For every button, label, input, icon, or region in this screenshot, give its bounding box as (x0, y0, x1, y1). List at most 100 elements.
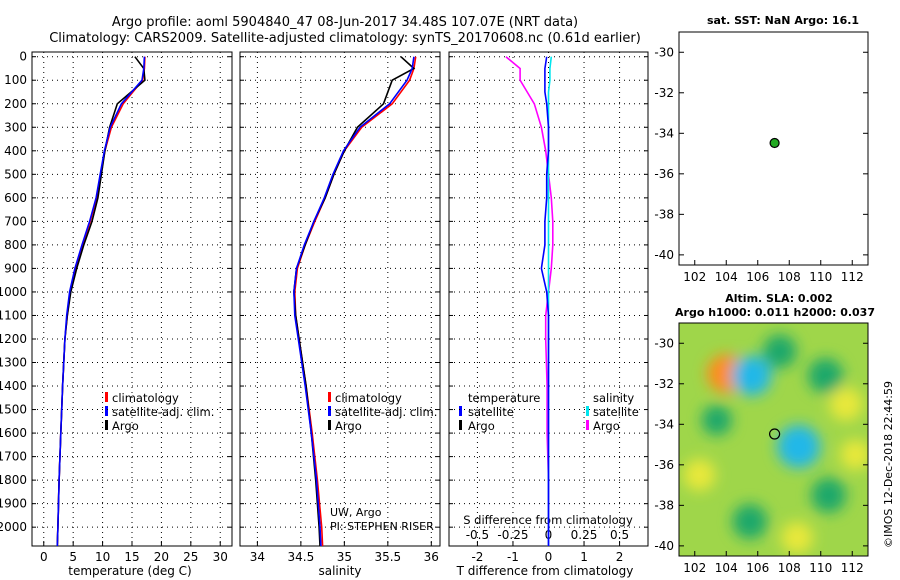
sla-map-title2: Argo h1000: 0.011 h2000: 0.037 (675, 306, 875, 319)
map-lat-tick-label: -32 (654, 86, 674, 100)
x-tick-label: -2 (471, 550, 483, 564)
legend-argo-label: Argo (335, 419, 362, 433)
s-difference-tick-label: 0.5 (610, 528, 629, 542)
legend-argo-swatch (328, 420, 331, 430)
map-lat-tick-label: -40 (654, 539, 674, 553)
legend-satellite-swatch (105, 406, 108, 416)
depth-tick-label: 1100 (0, 308, 27, 322)
x-tick-label: 20 (154, 550, 169, 564)
legend-climatology-swatch (105, 392, 108, 402)
legend-temperature-heading: temperature (468, 391, 540, 405)
salinity-panel (239, 51, 441, 547)
sla-anomaly-blob (732, 503, 768, 540)
sla-map: Altim. SLA: 0.002 Argo h1000: 0.011 h200… (675, 292, 875, 557)
s-difference-tick-label: 0.25 (571, 528, 598, 542)
x-tick-label: 25 (183, 550, 198, 564)
depth-tick-label: 800 (4, 238, 27, 252)
depth-tick-label: 1900 (0, 497, 27, 511)
legend-climatology-label: climatology (112, 391, 179, 405)
depth-tick-label: 1800 (0, 473, 27, 487)
x-tick-label: -1 (507, 550, 519, 564)
sla-anomaly-blob (807, 358, 844, 394)
map-lat-tick-label: -40 (654, 248, 674, 262)
sla-anomaly-field (683, 334, 868, 554)
figure-title-line1: Argo profile: aoml 5904840_47 08-Jun-201… (112, 15, 578, 30)
x-tick-label: 30 (213, 550, 228, 564)
legend-t-argo-swatch (459, 420, 462, 430)
map-lon-tick-label: 102 (683, 270, 706, 284)
temperature-legend: climatology satellite-adj. clim. Argo (105, 391, 214, 433)
sst-map-title: sat. SST: NaN Argo: 16.1 (707, 14, 859, 27)
sla-anomaly-blob (701, 405, 732, 436)
map-lat-tick-label: -30 (654, 336, 674, 350)
x-tick-label: 10 (95, 550, 110, 564)
map-lat-tick-label: -38 (654, 207, 674, 221)
temperature-panel (31, 51, 233, 547)
difference-legend: temperature satellite Argo salinity sate… (459, 391, 639, 527)
depth-tick-label: 2000 (0, 520, 27, 534)
salinity-legend: climatology satellite-adj. clim. Argo UW… (328, 391, 437, 533)
map-lon-tick-label: 110 (809, 270, 832, 284)
x-tick-label: 1 (580, 550, 588, 564)
map-lat-tick-label: -36 (654, 458, 674, 472)
depth-tick-label: 400 (4, 144, 27, 158)
figure-title-line2: Climatology: CARS2009. Satellite-adjuste… (49, 31, 641, 46)
depth-tick-label: 1700 (0, 450, 27, 464)
sla-anomaly-blob (763, 334, 797, 369)
s-difference-tick-label: -0.25 (497, 528, 528, 542)
depth-tick-label: 1200 (0, 332, 27, 346)
sla-anomaly-blob (781, 521, 814, 554)
map-lon-tick-label: 106 (746, 561, 769, 575)
legend-t-argo-label: Argo (468, 419, 495, 433)
map-lat-tick-label: -36 (654, 167, 674, 181)
depth-tick-label: 1500 (0, 403, 27, 417)
data-credit-line1: UW, Argo (330, 506, 382, 519)
s-difference-tick-label: -0.5 (466, 528, 489, 542)
depth-tick-label: 900 (4, 261, 27, 275)
map-lon-tick-label: 108 (778, 561, 801, 575)
depth-tick-label: 600 (4, 191, 27, 205)
depth-tick-label: 100 (4, 73, 27, 87)
legend-t-satellite-label: satellite (468, 405, 514, 419)
x-tick-label: 36 (424, 550, 439, 564)
x-tick-label: 35 (337, 550, 352, 564)
map-lon-tick-label: 108 (778, 270, 801, 284)
temperature-panel-frame (31, 51, 233, 547)
depth-tick-label: 200 (4, 97, 27, 111)
legend-satellite-swatch (328, 406, 331, 416)
map-lat-tick-label: -32 (654, 377, 674, 391)
sst-map: sat. SST: NaN Argo: 16.1 (678, 14, 869, 266)
salinity-xlabel: salinity (318, 564, 361, 578)
legend-climatology-label: climatology (335, 391, 402, 405)
map-lon-tick-label: 104 (715, 270, 738, 284)
x-tick-label: 5 (69, 550, 77, 564)
map-lon-tick-label: 106 (746, 270, 769, 284)
depth-tick-label: 1600 (0, 426, 27, 440)
depth-tick-label: 300 (4, 120, 27, 134)
depth-tick-label: 700 (4, 214, 27, 228)
sla-anomaly-blob (731, 355, 772, 396)
sla-anomaly-blob (811, 477, 847, 513)
sla-map-frame (678, 322, 869, 557)
x-tick-label: 0 (545, 550, 553, 564)
map-lon-tick-label: 104 (715, 561, 738, 575)
sla-anomaly-blob (777, 424, 821, 469)
legend-s-argo-label: Argo (593, 419, 620, 433)
depth-tick-label: 1400 (0, 379, 27, 393)
map-lat-tick-label: -38 (654, 498, 674, 512)
x-tick-label: 34.5 (288, 550, 315, 564)
s-difference-argo-line (505, 56, 554, 546)
map-lat-tick-label: -34 (654, 417, 674, 431)
depth-tick-label: 500 (4, 167, 27, 181)
sla-anomaly-blob (829, 387, 863, 421)
legend-climatology-swatch (328, 392, 331, 402)
t-difference-satellite-line (540, 56, 550, 546)
x-tick-label: 2 (616, 550, 624, 564)
temperature-satellite-line (56, 56, 146, 547)
depth-tick-label: 1000 (0, 285, 27, 299)
map-lon-tick-label: 112 (841, 561, 864, 575)
legend-argo-label: Argo (112, 419, 139, 433)
sst-map-frame (678, 31, 869, 266)
map-lon-tick-label: 102 (683, 561, 706, 575)
